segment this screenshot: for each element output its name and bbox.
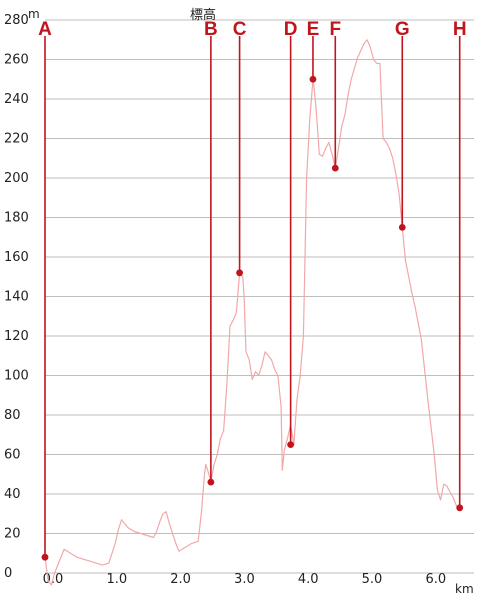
y-tick-label: 0	[4, 566, 12, 581]
elevation-series	[44, 39, 461, 586]
waypoint-label: B	[204, 19, 218, 40]
y-tick-label: 260	[4, 53, 29, 68]
waypoint-label: A	[38, 19, 52, 40]
y-tick-labels: 0 20 40 60 80 100 120 140 160 180 200 220 240 260 280	[4, 13, 29, 581]
y-tick-label: 180	[4, 211, 29, 226]
waypoint-label: F	[329, 19, 341, 40]
waypoint-label: D	[284, 19, 298, 40]
gridlines	[45, 19, 474, 574]
y-tick-label: 20	[4, 527, 21, 542]
y-tick-label: 80	[4, 408, 21, 423]
x-tick-labels: 0.0 1.0 2.0 3.0 4.0 5.0 6.0	[43, 572, 446, 587]
x-tick-label: 5.0	[362, 572, 383, 587]
waypoint-label: E	[307, 19, 320, 40]
waypoint-dot	[236, 269, 243, 277]
waypoint-dot	[331, 164, 339, 172]
waypoint-dot	[456, 504, 464, 512]
y-tick-label: 200	[4, 171, 29, 186]
waypoint-dot	[309, 75, 317, 83]
y-tick-label: 220	[4, 132, 29, 147]
waypoint-dot	[207, 478, 215, 486]
x-tick-label: 3.0	[234, 572, 255, 587]
chart-title: 標高	[190, 7, 216, 23]
waypoint-dot	[398, 223, 406, 231]
y-tick-label: 140	[4, 290, 29, 305]
y-tick-label: 280	[4, 13, 29, 28]
x-tick-label: 1.0	[106, 572, 127, 587]
x-tick-label: 2.0	[170, 572, 191, 587]
y-tick-label: 60	[4, 448, 21, 463]
waypoint-label: G	[395, 19, 410, 40]
y-tick-label: 240	[4, 92, 29, 107]
y-tick-label: 160	[4, 250, 29, 265]
y-tick-label: 120	[4, 329, 29, 344]
y-tick-label: 40	[4, 487, 21, 502]
waypoint-dot	[287, 441, 295, 449]
y-axis-label: m	[28, 7, 40, 21]
x-tick-label: 6.0	[425, 572, 446, 587]
waypoint-label: H	[453, 19, 467, 40]
y-tick-label: 100	[4, 369, 29, 384]
waypoint-dot	[41, 553, 49, 561]
elevation-line	[44, 39, 461, 586]
x-axis-label: km	[455, 582, 474, 596]
waypoint-label: C	[233, 19, 247, 40]
x-tick-label: 4.0	[298, 572, 319, 587]
